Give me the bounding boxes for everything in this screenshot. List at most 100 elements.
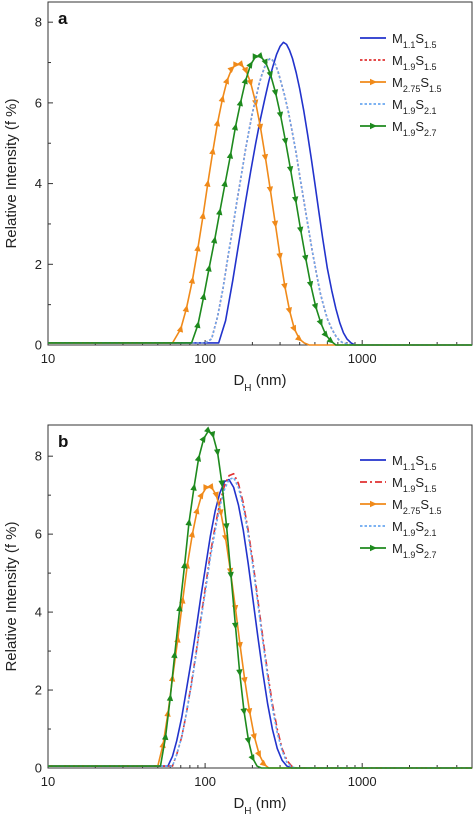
- series-marker: [252, 99, 259, 107]
- legend-label-part: 1.5: [429, 84, 442, 94]
- x-tick-label: 10: [41, 774, 55, 789]
- series-marker: [174, 635, 181, 643]
- series-marker: [281, 282, 288, 291]
- series-marker: [316, 318, 323, 327]
- series-4: [48, 476, 472, 769]
- series-marker: [204, 426, 212, 434]
- series-marker: [223, 523, 230, 531]
- series-marker: [162, 732, 169, 741]
- legend-marker: [370, 544, 377, 552]
- legend-label-part: 2.7: [424, 550, 437, 560]
- series-marker: [204, 179, 211, 188]
- panel-letter: a: [58, 9, 68, 28]
- y-tick-label: 6: [35, 527, 42, 542]
- legend-label-part: M: [392, 519, 403, 534]
- series-marker: [231, 123, 238, 131]
- series-marker: [221, 179, 228, 188]
- series-marker: [203, 484, 211, 491]
- series-marker: [241, 676, 248, 685]
- series-marker: [246, 61, 253, 69]
- legend-label-part: M: [392, 453, 403, 468]
- legend-label-part: 1.9: [403, 106, 416, 116]
- series-5: [48, 426, 472, 769]
- series-line: [48, 430, 472, 769]
- series-line: [48, 57, 472, 346]
- series-marker: [281, 137, 289, 146]
- x-axis-title: DH (nm): [233, 795, 286, 815]
- series-marker: [194, 320, 201, 329]
- series-marker: [188, 276, 196, 284]
- legend-label-part: 1.5: [424, 62, 437, 72]
- legend-label-part: 1.5: [424, 484, 437, 494]
- legend-marker: [370, 122, 377, 130]
- y-tick-label: 8: [35, 15, 42, 30]
- series-line: [48, 476, 472, 769]
- series-marker: [194, 244, 201, 252]
- series-marker: [266, 186, 274, 194]
- y-tick-label: 4: [35, 176, 42, 191]
- legend-label-part: M: [392, 497, 403, 512]
- series-marker: [285, 306, 292, 315]
- y-axis-title: Relative Intensity (f %): [3, 521, 20, 671]
- legend-label: M1.1S1.5: [392, 453, 437, 472]
- series-marker: [236, 669, 243, 677]
- panel-b: 0 2 4 6 8 10 100 1000 DH (nm) Relative Intensity …: [3, 424, 473, 815]
- series-marker: [213, 448, 221, 457]
- series-marker: [290, 324, 297, 333]
- legend-label-part: 1.5: [424, 40, 437, 50]
- series-marker: [218, 94, 225, 103]
- series-marker: [244, 737, 251, 745]
- series-marker: [236, 60, 244, 68]
- series-1: [48, 478, 472, 769]
- y-axis-title: Relative Intensity (f %): [3, 98, 20, 248]
- legend-marker: [370, 500, 377, 508]
- y-tick-label: 2: [35, 257, 42, 272]
- series-marker: [241, 66, 248, 75]
- legend-label: M1.9S1.5: [392, 475, 437, 494]
- series-marker: [245, 707, 253, 716]
- series-marker: [181, 561, 188, 569]
- x-axis-title-part: (nm): [252, 372, 287, 389]
- y-tick-label: 0: [35, 761, 42, 776]
- series-marker: [185, 518, 192, 526]
- legend-label-part: S: [415, 475, 424, 490]
- series-marker: [209, 147, 216, 155]
- series-marker: [246, 79, 254, 87]
- x-tick-label: 1000: [348, 774, 377, 789]
- legend-label-part: 2.75: [403, 506, 421, 516]
- series-3: [48, 60, 472, 346]
- y-tick-label: 6: [35, 95, 42, 110]
- series-marker: [306, 280, 314, 289]
- legend-label-part: M: [392, 53, 403, 68]
- series-marker: [199, 435, 206, 443]
- series-marker: [271, 89, 279, 97]
- series-5: [48, 52, 472, 346]
- legend-label-part: 1.5: [424, 462, 437, 472]
- legend-label-part: S: [415, 519, 424, 534]
- plot-frame: [47, 424, 473, 769]
- legend: M1.1S1.5M1.9S1.5M2.75S1.5M1.9S2.1M1.9S2.…: [360, 31, 442, 138]
- series-marker: [176, 604, 183, 612]
- x-tick-label: 10: [41, 351, 55, 366]
- x-tick-label: 100: [194, 351, 216, 366]
- series-marker: [252, 53, 260, 60]
- series-marker: [302, 254, 309, 263]
- series-marker: [261, 58, 268, 67]
- plot-frame: [47, 1, 473, 346]
- legend-label-part: 1.5: [429, 506, 442, 516]
- series-marker: [321, 330, 329, 338]
- legend-label-part: 1.9: [403, 62, 416, 72]
- series-marker: [297, 226, 304, 234]
- series-marker: [222, 76, 229, 85]
- legend-label-part: M: [392, 541, 403, 556]
- series-3: [48, 483, 472, 769]
- x-tick-label: 1000: [348, 351, 377, 366]
- series-2: [48, 57, 472, 346]
- series-marker: [213, 119, 221, 127]
- series-marker: [227, 65, 235, 73]
- x-axis-title: DH (nm): [233, 372, 286, 394]
- x-axis-title-part: H: [244, 383, 251, 394]
- series-marker: [259, 759, 268, 767]
- legend-label-part: 1.1: [403, 462, 416, 472]
